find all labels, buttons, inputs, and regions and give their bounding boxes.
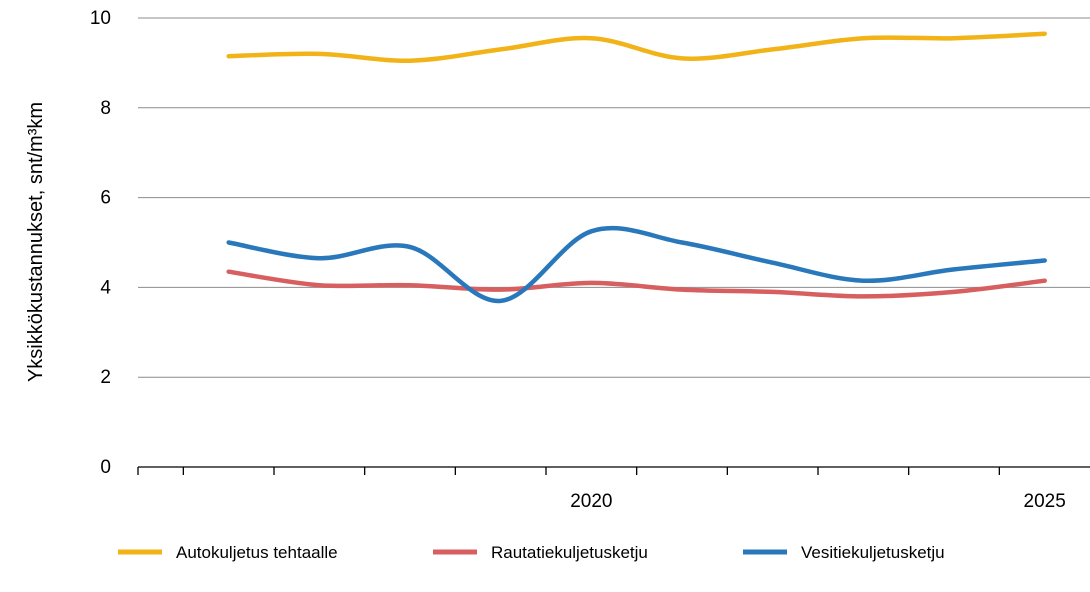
series-line-1 xyxy=(226,31,1047,63)
legend-label-2: Rautatiekuljetusketju xyxy=(491,543,648,562)
legend: Autokuljetus tehtaalle Rautatiekuljetuske… xyxy=(118,543,945,562)
y-tick-label: 0 xyxy=(100,457,111,478)
x-axis-tick-labels: 2020 2025 xyxy=(570,491,1066,512)
y-tick-label: 2 xyxy=(100,367,111,388)
series-line-3 xyxy=(226,225,1047,304)
y-tick-label: 10 xyxy=(90,8,111,29)
y-tick-label: 8 xyxy=(100,98,111,119)
y-tick-label: 6 xyxy=(100,188,111,209)
x-tick-label-2020: 2020 xyxy=(570,491,612,512)
series-lines xyxy=(226,31,1047,304)
legend-label-1: Autokuljetus tehtaalle xyxy=(176,543,338,562)
y-axis-title: Yksikkökustannukset, snt/m³km xyxy=(25,102,47,382)
y-axis-tick-labels: 0 2 4 6 8 10 xyxy=(90,8,112,478)
series-line-2 xyxy=(226,269,1047,299)
x-tick-label-2025: 2025 xyxy=(1024,491,1066,512)
legend-label-3: Vesitiekuljetusketju xyxy=(801,543,945,562)
gridlines xyxy=(138,17,1090,378)
y-tick-label: 4 xyxy=(100,277,111,298)
x-axis xyxy=(137,466,1090,475)
